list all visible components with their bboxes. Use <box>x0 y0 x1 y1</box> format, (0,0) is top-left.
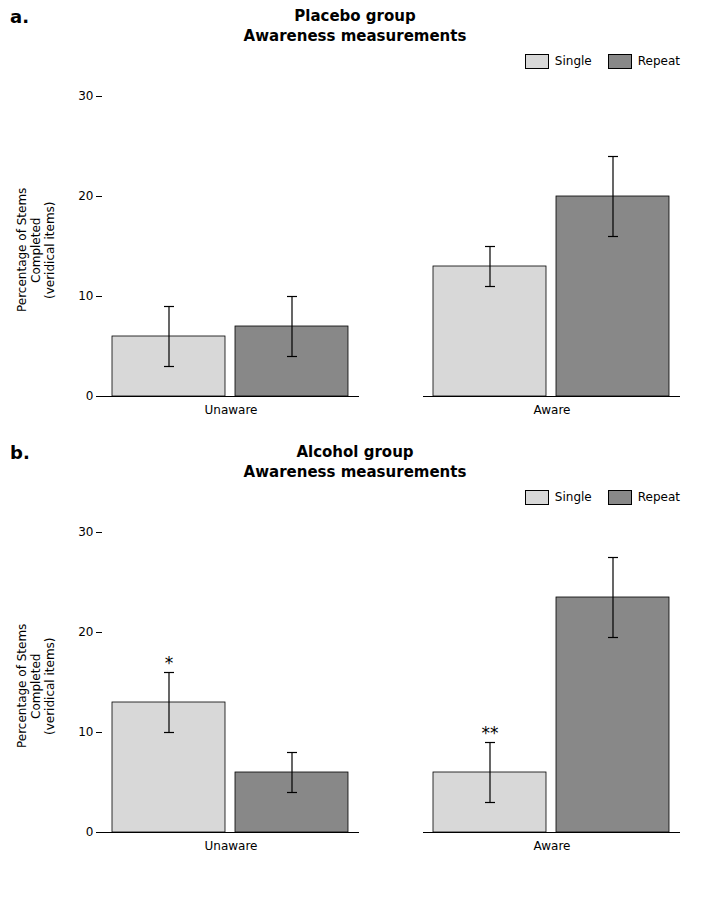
svg-text:Aware: Aware <box>534 403 571 417</box>
html-text:Single: Single <box>554 490 592 504</box>
html-text:Alcohol group Awareness measur: Alcohol group Awareness measurements <box>243 443 467 481</box>
svg-text:20: 20 <box>78 189 93 203</box>
svg-text:Unaware: Unaware <box>205 403 258 417</box>
svg-text:30: 30 <box>78 525 93 539</box>
html-text:Placebo group Awareness measur: Placebo group Awareness measurements <box>243 7 467 45</box>
svg-text:10: 10 <box>78 289 93 303</box>
html-text:Single: Single <box>554 54 592 68</box>
html-text:a.: a. <box>10 6 29 27</box>
html-text:Percentage of Stems Completed: Percentage of Stems Completed (veridical… <box>15 623 57 749</box>
svg-text:Aware: Aware <box>534 839 571 853</box>
svg-text:30: 30 <box>78 89 93 103</box>
html-text:Repeat: Repeat <box>637 490 680 504</box>
svg-text:10: 10 <box>78 725 93 739</box>
svg-text:Unaware: Unaware <box>205 839 258 853</box>
html-text:Percentage of Stems Completed: Percentage of Stems Completed (veridical… <box>15 187 57 313</box>
html-text:b.: b. <box>10 442 30 463</box>
svg-text:0: 0 <box>86 825 94 839</box>
html-text:Repeat: Repeat <box>637 54 680 68</box>
svg-text:*: * <box>165 653 174 673</box>
svg-text:**: ** <box>482 723 499 743</box>
svg-text:20: 20 <box>78 625 93 639</box>
svg-text:0: 0 <box>86 389 94 403</box>
